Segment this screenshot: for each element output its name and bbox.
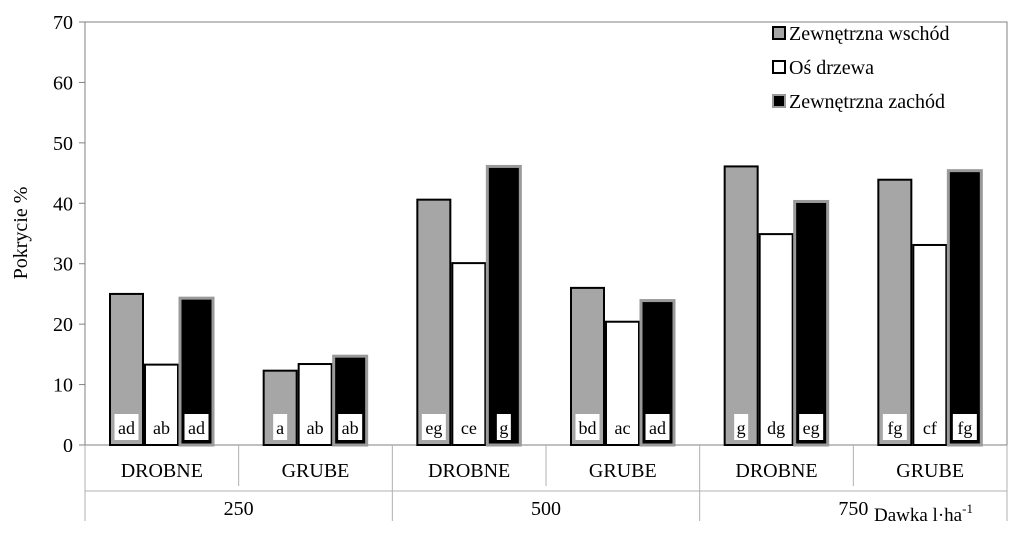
bar-label-bg — [149, 414, 174, 440]
x-group-label: 750 — [838, 498, 868, 520]
x-axis: DROBNE GRUBE DROBNE GRUBE DROBNE GRUBE 250 500 7… — [84, 445, 1008, 521]
bar-data-label: ce — [461, 418, 477, 438]
legend-swatch — [772, 94, 786, 108]
bars: ad ab ad a ab ab eg ce g bd ac ad g dg eg fg cf fg — [109, 164, 983, 447]
bar-label-bg — [114, 414, 139, 440]
bar-data-label: ac — [615, 418, 631, 438]
x-group-label: 500 — [531, 498, 561, 520]
x-category-label: DROBNE — [735, 460, 817, 482]
bar — [793, 199, 830, 447]
x-category-label: DROBNE — [428, 460, 510, 482]
bar-label-bg — [764, 414, 789, 440]
bar-data-label: bd — [579, 418, 597, 438]
x-axis-note-text: Dawka l·ha — [874, 505, 963, 526]
y-tick-label: 50 — [53, 133, 73, 155]
y-tick-label: 20 — [53, 314, 73, 336]
bar — [946, 169, 983, 447]
bar-label-bg — [882, 414, 907, 440]
y-axis-label: Pokrycie % — [10, 187, 32, 280]
bar-data-label: ab — [153, 418, 170, 438]
legend-entry: Oś drzewa — [789, 57, 874, 79]
bar-label-bg — [338, 414, 363, 440]
bar — [485, 164, 522, 447]
bar-label-bg — [734, 414, 749, 440]
y-tick-label: 0 — [63, 435, 73, 457]
legend-entry: Zewnętrzna wschód — [789, 23, 950, 45]
bar-label-bg — [496, 414, 511, 440]
bar-data-label: eg — [425, 418, 442, 438]
x-axis-note-sup: -1 — [962, 501, 973, 516]
legend-entry: Zewnętrzna zachód — [789, 91, 945, 113]
bar-data-label: ad — [118, 418, 135, 438]
y-tick-label: 40 — [53, 193, 73, 215]
y-tick-label: 70 — [53, 12, 73, 34]
bar-label-bg — [273, 414, 288, 440]
bar-label-bg — [184, 414, 209, 440]
bar-label-bg — [303, 414, 328, 440]
x-axis-note: Dawka l·ha-1 — [874, 501, 973, 526]
bar-label-bg — [575, 414, 600, 440]
y-tick-label: 10 — [53, 375, 73, 397]
x-group-label: 250 — [224, 498, 254, 520]
x-category-label: DROBNE — [121, 460, 203, 482]
bar-data-label: fg — [957, 418, 972, 438]
bar-label-bg — [799, 414, 824, 440]
bar-data-label: eg — [803, 418, 820, 438]
legend-swatch — [772, 26, 786, 40]
bar-label-bg — [421, 414, 446, 440]
y-tick-label: 60 — [53, 72, 73, 94]
bar — [877, 178, 913, 446]
legend: Zewnętrzna wschód Oś drzewa Zewnętrzna zac… — [772, 23, 950, 113]
bar-data-label: a — [276, 418, 284, 438]
x-category-label: GRUBE — [896, 460, 964, 482]
bar-data-label: ad — [188, 418, 205, 438]
bar-data-label: cf — [923, 418, 937, 438]
bar-label-bg — [952, 414, 977, 440]
plot-area — [84, 21, 1008, 446]
bar-data-label: g — [737, 418, 746, 438]
y-tick-label: 30 — [53, 254, 73, 276]
bar-data-label: fg — [887, 418, 902, 438]
bar-data-label: dg — [767, 418, 785, 438]
bar-label-bg — [610, 414, 635, 440]
bar-label-bg — [917, 414, 942, 440]
bar-data-label: ad — [649, 418, 666, 438]
bar-label-bg — [645, 414, 670, 440]
x-category-label: GRUBE — [589, 460, 657, 482]
bar — [912, 243, 948, 446]
bar — [723, 165, 759, 446]
bar-label-bg — [456, 414, 481, 440]
legend-swatch — [772, 60, 786, 74]
bar-data-label: g — [499, 418, 508, 438]
bar-data-label: ab — [307, 418, 324, 438]
bar-data-label: ab — [342, 418, 359, 438]
y-axis: 0 10 20 30 40 50 60 70 — [53, 12, 85, 457]
bar — [758, 233, 794, 446]
x-category-label: GRUBE — [282, 460, 350, 482]
bar — [416, 198, 452, 446]
